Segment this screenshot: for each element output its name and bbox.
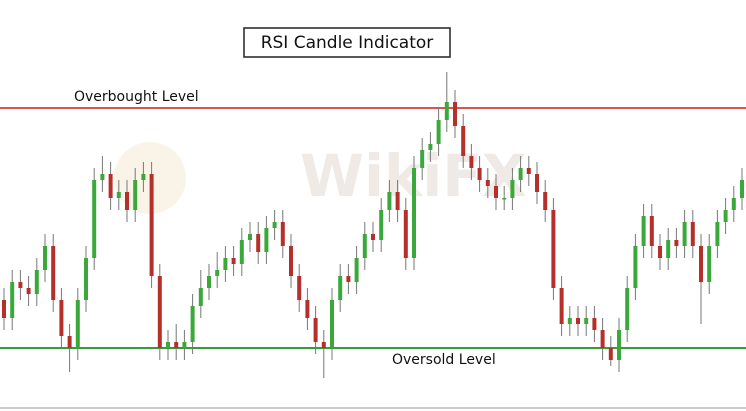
candle-body xyxy=(248,234,252,240)
candle-body xyxy=(658,246,662,258)
candle-body xyxy=(166,342,170,348)
candle-body xyxy=(198,288,203,306)
candle-body xyxy=(379,210,384,240)
candle-body xyxy=(264,228,269,252)
candle-body xyxy=(584,318,589,324)
candle-body xyxy=(674,240,679,246)
candle-body xyxy=(436,120,441,144)
candle-body xyxy=(116,192,121,198)
candle-body xyxy=(510,180,515,198)
candle-body xyxy=(543,192,548,210)
chart-title: RSI Candle Indicator xyxy=(261,33,434,53)
candle-body xyxy=(133,180,138,210)
candle-body xyxy=(34,270,39,294)
candle-body xyxy=(740,180,744,198)
candle-body xyxy=(567,318,572,324)
candle-body xyxy=(207,276,211,288)
candle-body xyxy=(43,246,47,270)
candle-body xyxy=(92,180,97,258)
candle-body xyxy=(387,192,392,210)
candle-body xyxy=(10,282,15,318)
candle-body xyxy=(592,318,597,330)
candle-body xyxy=(617,330,621,360)
candle-body xyxy=(461,126,466,156)
candle-body xyxy=(305,300,310,318)
candle-body xyxy=(526,168,531,174)
candle-body xyxy=(600,330,605,348)
candle-body xyxy=(190,306,195,342)
candle-body xyxy=(502,198,507,200)
candle-body xyxy=(518,168,523,180)
candle-body xyxy=(477,168,482,180)
candle-body xyxy=(51,246,56,300)
candle-body xyxy=(149,174,154,276)
candle-body xyxy=(297,276,302,300)
candle-body xyxy=(682,222,687,246)
candle-body xyxy=(174,342,179,348)
candle-body xyxy=(157,276,162,348)
candle-body xyxy=(125,192,129,210)
candle-body xyxy=(535,174,539,192)
candle-body xyxy=(707,246,712,282)
candle-body xyxy=(215,270,220,276)
candle-body xyxy=(100,174,105,180)
candle-body xyxy=(289,246,293,276)
candle-body xyxy=(67,336,72,348)
candle-body xyxy=(330,300,334,348)
candle-body xyxy=(551,210,556,288)
candle-body xyxy=(428,144,433,150)
candle-body xyxy=(559,288,564,324)
candle-body xyxy=(453,102,457,126)
candle-body xyxy=(412,168,416,258)
candle-body xyxy=(313,318,318,342)
candle-body xyxy=(256,234,261,252)
candle-body xyxy=(59,300,64,336)
candle-body xyxy=(338,276,343,300)
candle-body xyxy=(141,174,146,180)
candle-body xyxy=(26,288,31,294)
candle-body xyxy=(231,258,236,264)
candle-body xyxy=(420,150,425,168)
candle-body xyxy=(239,240,244,264)
candle-body xyxy=(469,156,474,168)
candle-body xyxy=(182,342,187,348)
candle-body xyxy=(633,246,638,288)
candle-body xyxy=(395,192,400,210)
candle-body xyxy=(731,198,736,210)
candle-body xyxy=(354,258,359,282)
candle-body xyxy=(321,342,326,348)
level-label: Overbought Level xyxy=(74,89,199,105)
candle-body xyxy=(371,234,375,240)
candle-body xyxy=(346,276,351,282)
candle-body xyxy=(75,300,80,348)
level-label: Oversold Level xyxy=(392,352,496,368)
candle-body xyxy=(272,222,277,228)
candle-body xyxy=(625,288,630,330)
candle-body xyxy=(2,300,6,318)
candle-body xyxy=(641,216,646,246)
candle-body xyxy=(494,186,498,198)
candle-body xyxy=(362,234,367,258)
candle-body xyxy=(576,318,580,324)
candle-body xyxy=(223,258,228,270)
candle-body xyxy=(444,102,449,120)
candle-body xyxy=(84,258,88,300)
candle-body xyxy=(18,282,23,288)
candle-body xyxy=(485,180,490,186)
candle-body xyxy=(280,222,285,246)
candle-body xyxy=(608,348,613,360)
candle-body xyxy=(723,210,728,222)
candle-body xyxy=(699,246,703,282)
candle-body xyxy=(403,210,408,258)
candle-body xyxy=(666,240,671,258)
title-box xyxy=(243,27,451,58)
candle-body xyxy=(690,222,695,246)
candle-body xyxy=(649,216,654,246)
candle-body xyxy=(715,222,720,246)
candle-body xyxy=(108,174,113,198)
